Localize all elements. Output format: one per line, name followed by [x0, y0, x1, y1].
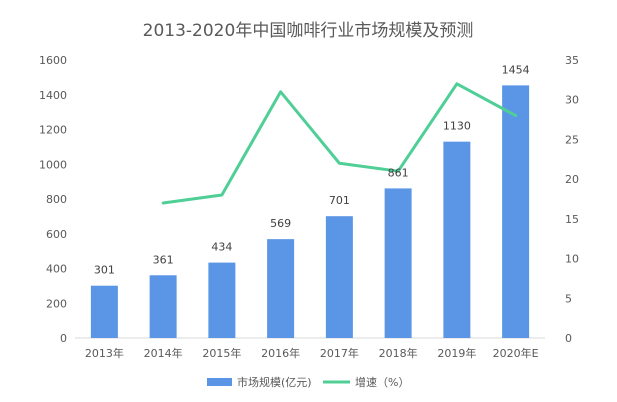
x-tick-label: 2020年E	[493, 346, 539, 360]
y-left-tick-label: 1000	[39, 158, 67, 171]
bar-value-label: 301	[94, 264, 115, 277]
y-left-tick-label: 200	[46, 297, 67, 310]
bar-value-label: 861	[388, 166, 409, 179]
x-tick-label: 2018年	[379, 346, 418, 360]
legend: 市场规模(亿元) 增速（%）	[207, 375, 409, 389]
bar	[267, 239, 295, 338]
y-right-tick-label: 0	[565, 332, 572, 345]
bar	[502, 85, 530, 339]
y-left-tick-label: 400	[46, 263, 67, 276]
line-series	[161, 82, 518, 205]
y-right-tick-label: 10	[565, 253, 579, 266]
bar-series	[90, 85, 530, 339]
legend-bar-swatch	[207, 378, 232, 386]
x-tick-label: 2019年	[437, 346, 476, 360]
bar	[325, 216, 353, 338]
bar-value-label: 1130	[443, 120, 471, 133]
bar	[384, 188, 412, 338]
y-left-tick-label: 800	[46, 193, 67, 206]
x-tick-label: 2016年	[261, 346, 300, 360]
bar-value-label: 1454	[502, 63, 530, 76]
y-left-tick-label: 1400	[39, 89, 67, 102]
y-left-tick-label: 1200	[39, 124, 67, 137]
y-right-tick-label: 20	[565, 173, 579, 186]
bar-value-label: 361	[153, 253, 174, 266]
y-left-tick-label: 0	[60, 332, 67, 345]
bar	[443, 141, 471, 338]
bar	[208, 262, 236, 338]
legend-bar-label: 市场规模(亿元)	[237, 375, 312, 389]
chart-axes: 0 200 400 600 800 1000 1200 1400 1600 0 5 10 15 20 25 3…	[39, 54, 579, 360]
x-tick-label: 2014年	[144, 346, 183, 360]
y-right-tick-label: 35	[565, 54, 579, 67]
y-right-tick-label: 15	[565, 213, 579, 226]
bar-value-label: 434	[211, 241, 232, 254]
x-tick-label: 2015年	[202, 346, 241, 360]
bar-value-label: 701	[329, 194, 350, 207]
data-labels: 301 361 434 569 701 861 1130 1454	[94, 63, 530, 276]
legend-line-label: 增速（%）	[355, 375, 409, 389]
y-left-tick-label: 1600	[39, 54, 67, 67]
x-tick-label: 2017年	[320, 346, 359, 360]
bar-value-label: 569	[270, 217, 291, 230]
y-right-tick-label: 5	[565, 292, 572, 305]
bar	[149, 275, 177, 338]
y-right-tick-label: 30	[565, 94, 579, 107]
chart-title: 2013-2020年中国咖啡行业市场规模及预测	[143, 21, 474, 41]
y-left-tick-label: 600	[46, 228, 67, 241]
y-right-tick-label: 25	[565, 133, 579, 146]
bar	[90, 285, 118, 338]
x-tick-label: 2013年	[85, 346, 124, 360]
